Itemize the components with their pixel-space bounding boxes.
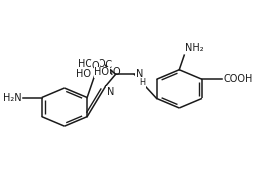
Text: HO: HO (81, 60, 96, 70)
Text: N: N (136, 69, 143, 79)
Text: O: O (97, 59, 105, 69)
Text: HO: HO (78, 59, 93, 69)
Text: O: O (92, 61, 99, 71)
Text: O: O (112, 67, 120, 77)
Text: HO: HO (94, 68, 109, 78)
Text: HO: HO (76, 69, 91, 79)
Text: NH₂: NH₂ (185, 43, 204, 53)
Text: COOH: COOH (223, 74, 252, 84)
Text: C: C (96, 60, 112, 70)
Text: H: H (139, 78, 145, 87)
Text: H₂N: H₂N (3, 92, 22, 102)
Text: N: N (107, 87, 114, 97)
